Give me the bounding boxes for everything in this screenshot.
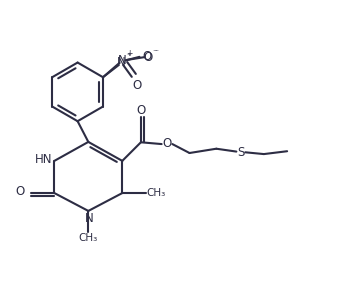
Text: O: O bbox=[136, 104, 145, 117]
Text: O: O bbox=[144, 51, 153, 64]
Text: CH₃: CH₃ bbox=[146, 188, 166, 198]
Text: N: N bbox=[85, 212, 93, 225]
Text: ⁺: ⁺ bbox=[126, 52, 131, 61]
Text: ⁻: ⁻ bbox=[154, 48, 158, 57]
Text: O: O bbox=[142, 50, 151, 63]
Text: O: O bbox=[132, 79, 141, 92]
Text: HN: HN bbox=[35, 152, 52, 166]
Text: CH₃: CH₃ bbox=[79, 233, 98, 243]
Text: O: O bbox=[15, 185, 25, 198]
Text: N: N bbox=[117, 56, 126, 69]
Text: N: N bbox=[118, 54, 127, 67]
Text: ⁻: ⁻ bbox=[153, 48, 157, 57]
Text: O: O bbox=[163, 137, 172, 150]
Text: +: + bbox=[127, 49, 133, 58]
Text: S: S bbox=[237, 146, 244, 159]
